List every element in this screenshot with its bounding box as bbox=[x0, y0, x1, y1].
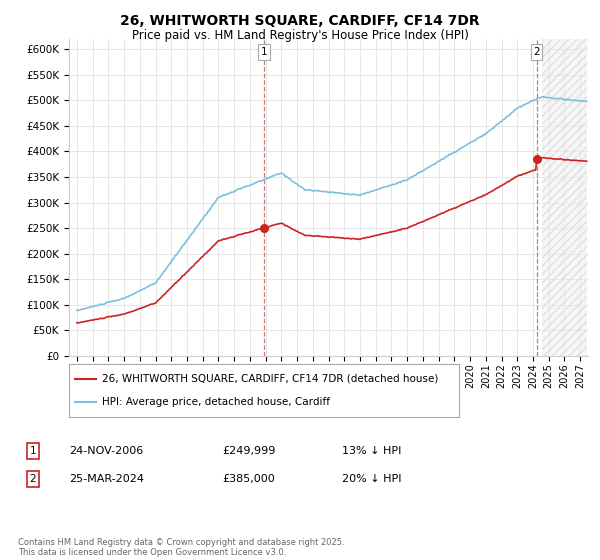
Text: 1: 1 bbox=[29, 446, 37, 456]
Text: 2: 2 bbox=[29, 474, 37, 484]
Text: 2: 2 bbox=[533, 47, 540, 57]
Text: 25-MAR-2024: 25-MAR-2024 bbox=[69, 474, 144, 484]
Text: 26, WHITWORTH SQUARE, CARDIFF, CF14 7DR (detached house): 26, WHITWORTH SQUARE, CARDIFF, CF14 7DR … bbox=[102, 374, 439, 384]
Text: 13% ↓ HPI: 13% ↓ HPI bbox=[342, 446, 401, 456]
Text: £249,999: £249,999 bbox=[222, 446, 275, 456]
Text: HPI: Average price, detached house, Cardiff: HPI: Average price, detached house, Card… bbox=[102, 397, 330, 407]
Text: £385,000: £385,000 bbox=[222, 474, 275, 484]
Text: 20% ↓ HPI: 20% ↓ HPI bbox=[342, 474, 401, 484]
Text: 26, WHITWORTH SQUARE, CARDIFF, CF14 7DR: 26, WHITWORTH SQUARE, CARDIFF, CF14 7DR bbox=[120, 14, 480, 28]
Text: 1: 1 bbox=[261, 47, 268, 57]
Text: Contains HM Land Registry data © Crown copyright and database right 2025.
This d: Contains HM Land Registry data © Crown c… bbox=[18, 538, 344, 557]
Text: 24-NOV-2006: 24-NOV-2006 bbox=[69, 446, 143, 456]
Text: Price paid vs. HM Land Registry's House Price Index (HPI): Price paid vs. HM Land Registry's House … bbox=[131, 29, 469, 42]
